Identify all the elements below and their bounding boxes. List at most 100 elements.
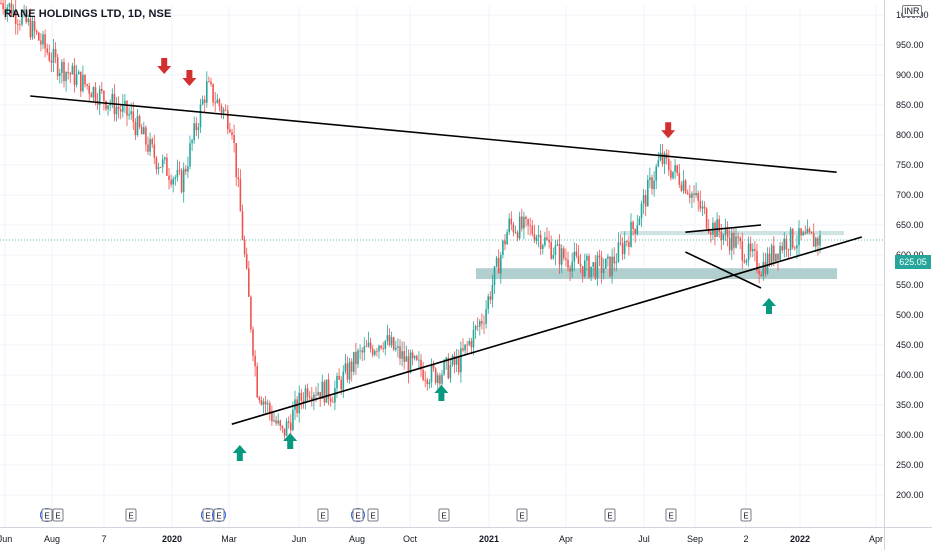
candle-body	[701, 206, 704, 209]
candle-body	[290, 422, 292, 431]
earnings-label: E	[205, 512, 210, 521]
earnings-badge[interactable]	[52, 508, 64, 522]
candle-body	[529, 225, 531, 227]
candle-body	[348, 361, 351, 380]
candle-body	[500, 255, 502, 274]
candle-body	[668, 158, 670, 171]
candle-body	[109, 103, 111, 106]
candle-body	[178, 169, 181, 171]
earnings-badge[interactable]	[352, 508, 364, 522]
candle-body	[747, 243, 750, 260]
candle-body	[575, 251, 578, 256]
candle-body	[67, 72, 69, 74]
candle-body	[90, 93, 93, 98]
candle-body	[556, 244, 559, 246]
candle-body	[250, 296, 252, 330]
candle-body	[588, 255, 590, 278]
candle-body	[80, 71, 82, 92]
candle-body	[531, 225, 534, 235]
candle-body	[279, 420, 282, 426]
candle-body	[264, 401, 267, 405]
candle-body	[359, 350, 361, 352]
arrow-up-icon	[434, 385, 449, 401]
candle-body	[460, 348, 462, 373]
candle-body	[273, 420, 275, 422]
candle-body	[537, 234, 540, 237]
earnings-label: E	[441, 512, 446, 521]
candle-body	[479, 321, 481, 327]
candle-body	[491, 285, 494, 300]
candle-body	[584, 260, 586, 277]
candle-body	[281, 425, 284, 429]
currency-badge[interactable]: INR	[902, 5, 922, 17]
earnings-badge[interactable]	[516, 508, 528, 522]
candle-body	[634, 228, 636, 234]
candle-body	[201, 99, 204, 105]
candle-body	[802, 232, 804, 236]
candle-body	[365, 346, 368, 348]
price-tick-label: 500.00	[896, 310, 924, 320]
earnings-badge[interactable]	[438, 508, 450, 522]
candle-body	[111, 93, 114, 104]
candle-body	[48, 52, 51, 61]
candle-body	[10, 3, 13, 16]
trendline[interactable]	[231, 236, 863, 425]
candle-body	[73, 65, 76, 85]
candle-body	[592, 262, 594, 267]
trendline[interactable]	[30, 95, 837, 173]
candle-body	[395, 347, 397, 350]
candle-body	[418, 359, 420, 361]
candle-body	[705, 208, 708, 229]
candle-body	[558, 244, 561, 265]
earnings-badge[interactable]	[213, 508, 225, 522]
candle-body	[533, 234, 536, 241]
candle-body	[443, 360, 445, 375]
candle-body	[464, 344, 466, 351]
candle-body	[670, 170, 672, 178]
candle-body	[647, 179, 649, 207]
trendline[interactable]	[685, 224, 762, 233]
earnings-badge[interactable]	[317, 508, 329, 522]
earnings-badge[interactable]	[125, 508, 137, 522]
earnings-badge[interactable]	[604, 508, 616, 522]
candle-body	[598, 255, 601, 258]
candle-body	[539, 234, 542, 250]
candle-body	[269, 403, 271, 413]
candle-body	[327, 379, 330, 399]
candle-body	[4, 9, 6, 14]
candle-body	[256, 366, 258, 398]
candle-body	[117, 106, 120, 110]
time-tick-label: Jul	[638, 534, 650, 544]
candle-body	[275, 420, 277, 424]
candle-body	[672, 171, 674, 178]
candle-body	[296, 399, 298, 414]
candle-body	[743, 260, 746, 263]
candle-body	[235, 143, 237, 178]
earnings-badge[interactable]	[665, 508, 677, 522]
candle-body	[600, 257, 603, 273]
candle-body	[384, 340, 387, 349]
candle-body	[285, 421, 288, 436]
candle-body	[382, 348, 384, 349]
candle-body	[485, 309, 487, 324]
earnings-badge[interactable]	[41, 508, 53, 522]
candle-body	[455, 357, 458, 365]
trendlines[interactable]	[0, 95, 884, 425]
trendline[interactable]	[685, 251, 762, 289]
earnings-badge[interactable]	[367, 508, 379, 522]
candle-body	[689, 194, 691, 198]
candle-body	[304, 388, 307, 403]
candle-body	[31, 21, 34, 38]
candle-body	[388, 335, 391, 346]
earnings-badge[interactable]	[740, 508, 752, 522]
candle-body	[607, 256, 609, 259]
candle-body	[560, 248, 563, 265]
candle-body	[306, 388, 309, 397]
candle-body	[54, 49, 57, 58]
candle-body	[428, 382, 431, 385]
candle-body	[61, 61, 63, 73]
candle-body	[416, 356, 418, 360]
candle-body	[44, 34, 46, 49]
